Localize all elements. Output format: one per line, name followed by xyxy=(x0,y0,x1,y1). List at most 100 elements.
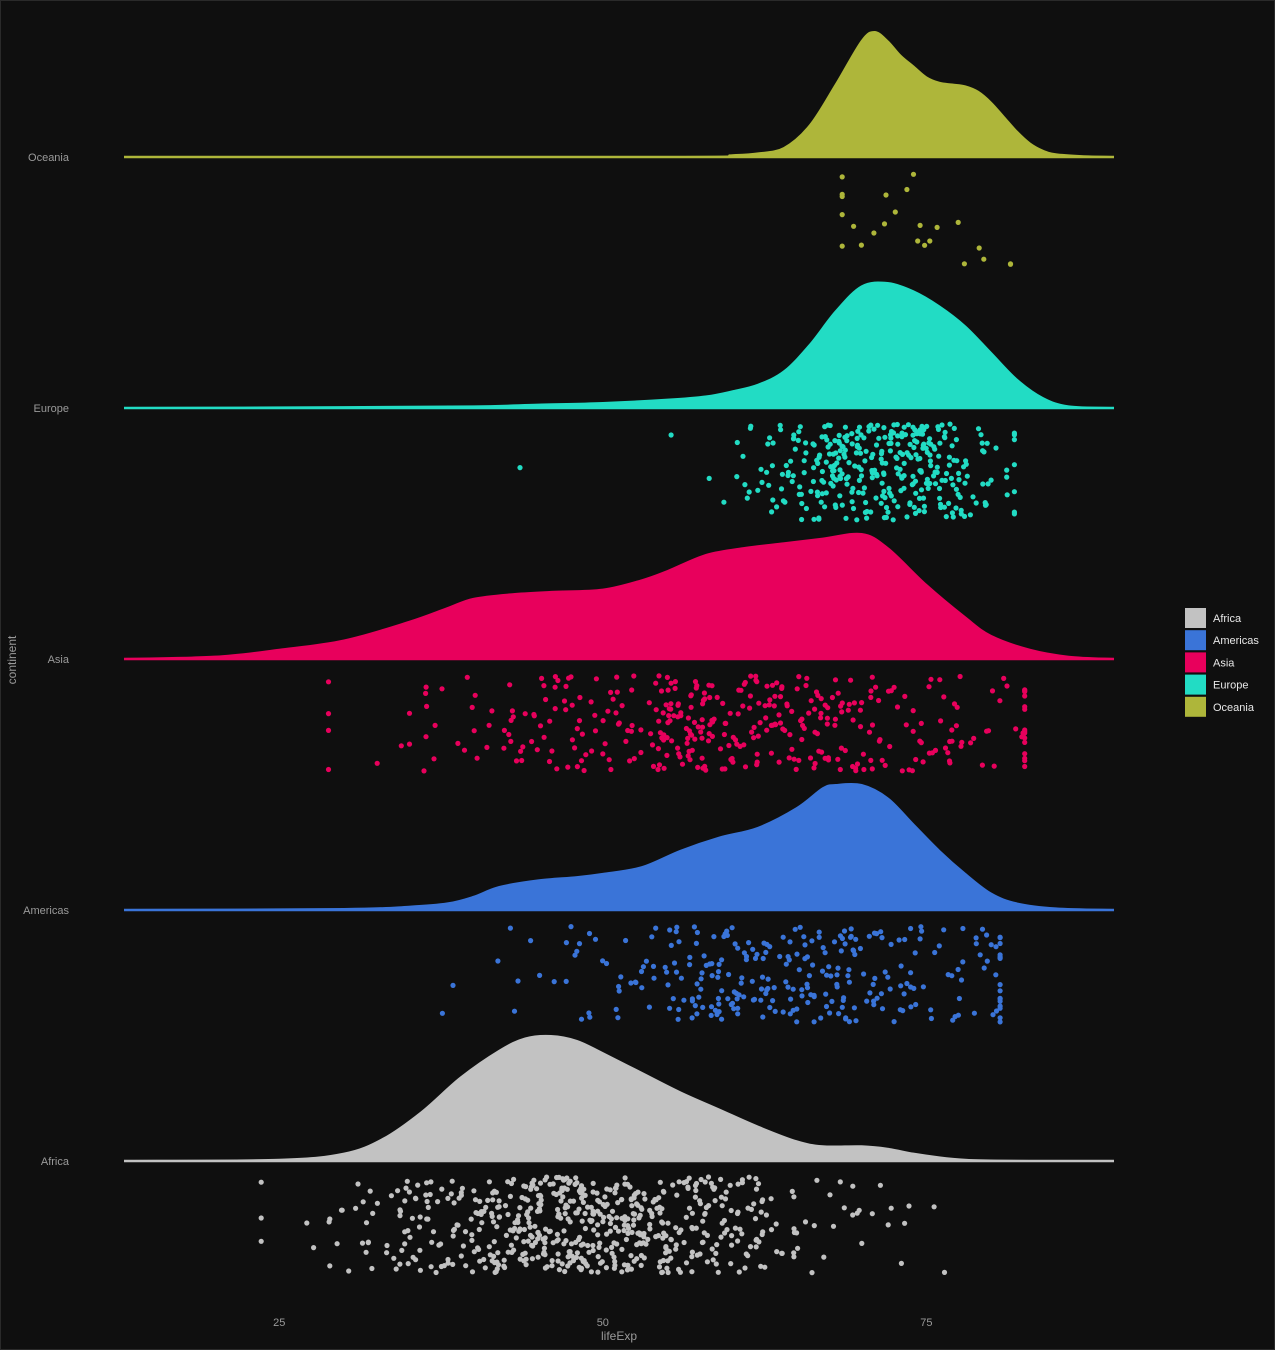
point-africa xyxy=(578,1267,584,1273)
point-europe xyxy=(778,427,784,433)
point-europe xyxy=(981,449,987,455)
density-asia xyxy=(123,532,1115,660)
point-americas xyxy=(990,1012,996,1018)
point-africa xyxy=(462,1229,469,1235)
point-africa xyxy=(647,1226,653,1232)
point-americas xyxy=(676,939,682,945)
point-americas xyxy=(777,953,783,960)
point-asia xyxy=(541,683,547,689)
point-africa xyxy=(739,1231,745,1237)
point-europe xyxy=(911,504,917,510)
point-americas xyxy=(724,928,730,934)
point-africa xyxy=(723,1189,729,1195)
point-asia xyxy=(913,756,919,763)
point-europe xyxy=(937,440,943,446)
point-americas xyxy=(792,926,798,932)
point-europe xyxy=(796,429,802,435)
point-americas xyxy=(973,935,979,941)
point-africa xyxy=(728,1207,734,1214)
point-americas xyxy=(592,936,599,942)
point-americas xyxy=(719,988,725,994)
point-africa xyxy=(413,1257,419,1263)
point-americas xyxy=(673,929,679,935)
point-americas xyxy=(750,997,757,1003)
point-africa xyxy=(346,1268,352,1274)
point-africa xyxy=(472,1197,479,1203)
point-europe xyxy=(822,424,828,430)
point-asia xyxy=(423,684,429,690)
point-asia xyxy=(793,766,799,773)
point-europe xyxy=(830,451,837,457)
point-europe xyxy=(927,458,934,464)
point-africa xyxy=(665,1269,671,1276)
point-africa xyxy=(615,1200,621,1206)
point-europe xyxy=(803,505,810,512)
point-americas xyxy=(790,986,796,992)
point-europe xyxy=(951,425,957,431)
point-asia xyxy=(646,700,652,706)
point-asia xyxy=(722,720,728,727)
point-africa xyxy=(425,1204,431,1210)
point-europe xyxy=(905,422,912,428)
point-americas xyxy=(997,1005,1003,1011)
point-asia xyxy=(776,712,782,718)
point-asia xyxy=(508,738,514,745)
point-americas xyxy=(857,945,864,952)
point-africa xyxy=(737,1226,743,1232)
point-americas xyxy=(763,949,769,956)
point-asia xyxy=(691,719,698,726)
point-asia xyxy=(474,755,480,761)
point-asia xyxy=(686,748,692,755)
point-americas xyxy=(578,1016,585,1022)
x-tick-label: 50 xyxy=(597,1317,609,1329)
point-europe xyxy=(942,435,948,441)
point-africa xyxy=(600,1219,606,1225)
point-europe xyxy=(836,455,842,461)
point-americas xyxy=(882,969,888,975)
point-americas xyxy=(568,924,574,930)
point-asia xyxy=(423,734,429,740)
point-africa xyxy=(655,1233,662,1239)
point-europe xyxy=(924,476,931,482)
point-africa xyxy=(521,1183,527,1189)
point-africa xyxy=(703,1204,710,1211)
point-europe xyxy=(740,453,746,459)
point-europe xyxy=(861,485,868,491)
point-europe xyxy=(875,422,881,428)
point-europe xyxy=(946,462,953,468)
point-asia xyxy=(799,736,805,743)
point-asia xyxy=(619,703,625,709)
point-africa xyxy=(424,1180,430,1186)
point-africa xyxy=(809,1270,815,1276)
point-asia xyxy=(882,762,888,769)
point-europe xyxy=(1004,467,1010,473)
point-africa xyxy=(567,1252,573,1258)
point-africa xyxy=(621,1222,627,1228)
point-oceania xyxy=(1007,261,1014,267)
point-americas xyxy=(902,936,908,943)
point-asia xyxy=(832,716,839,722)
point-africa xyxy=(433,1269,439,1276)
point-africa xyxy=(365,1239,371,1245)
point-asia xyxy=(782,727,788,734)
point-africa xyxy=(399,1247,405,1253)
point-asia xyxy=(717,746,724,752)
point-europe xyxy=(837,467,843,473)
point-africa xyxy=(582,1210,588,1217)
point-oceania xyxy=(892,209,898,215)
point-americas xyxy=(733,990,740,997)
point-africa xyxy=(579,1195,585,1201)
point-africa xyxy=(759,1231,765,1238)
point-asia xyxy=(845,707,851,713)
point-europe xyxy=(878,500,884,506)
point-asia xyxy=(501,745,507,751)
point-asia xyxy=(938,718,944,724)
point-africa xyxy=(674,1192,680,1198)
point-europe xyxy=(895,471,901,477)
x-tick-label: 75 xyxy=(920,1317,932,1329)
point-asia xyxy=(942,745,949,751)
point-europe xyxy=(868,509,874,515)
point-asia xyxy=(824,721,830,727)
point-asia xyxy=(431,756,437,762)
point-africa xyxy=(546,1229,552,1235)
